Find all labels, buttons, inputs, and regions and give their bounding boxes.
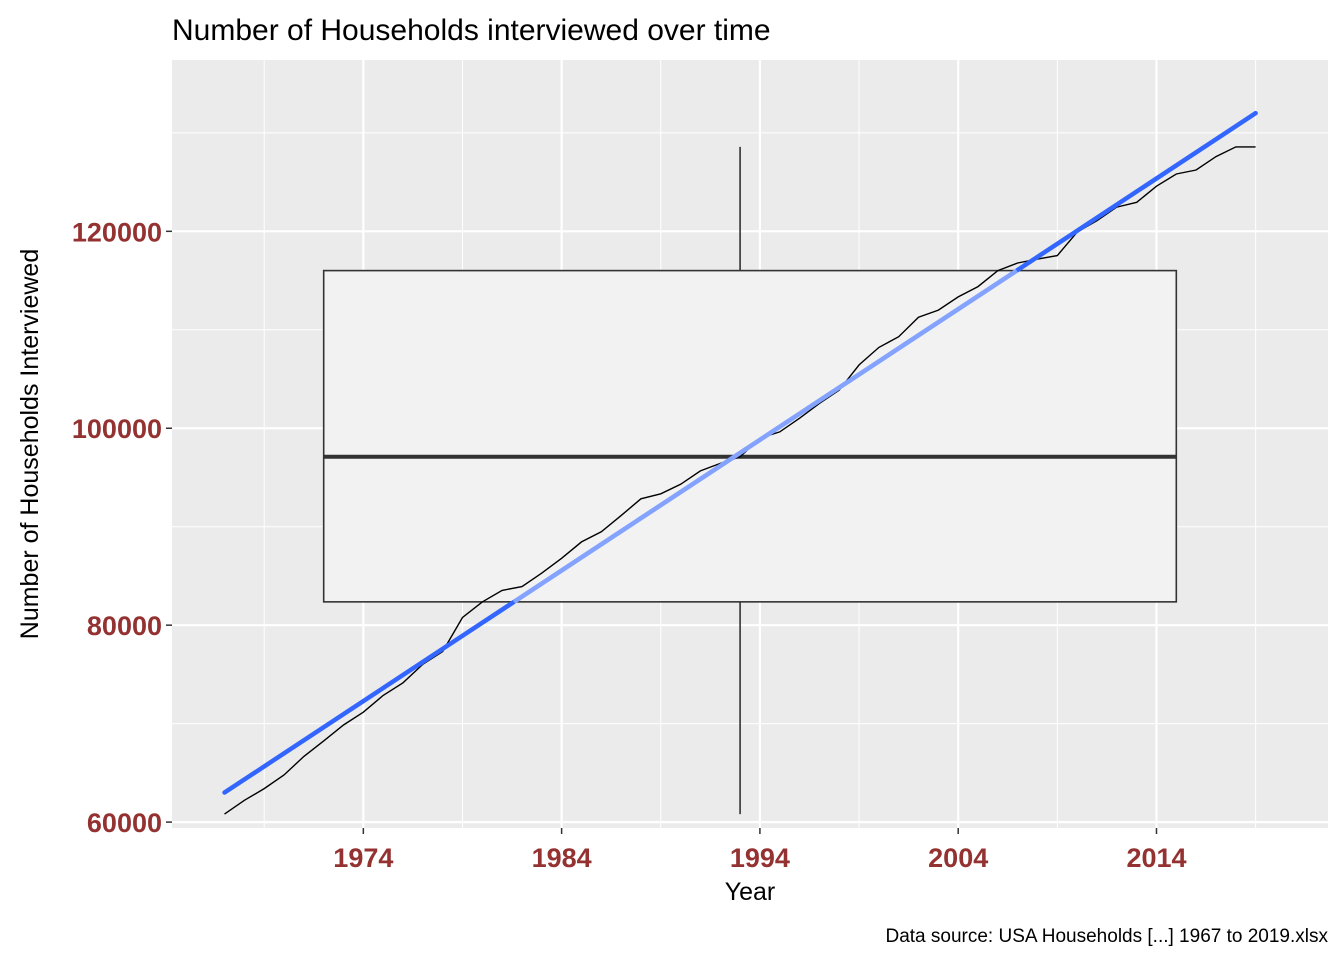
x-tick-label: 1984 <box>532 843 592 873</box>
trend-line <box>222 110 1258 795</box>
y-tick-label: 60000 <box>87 808 162 838</box>
x-axis: 1974 1984 1994 2004 2014 <box>333 828 1187 873</box>
x-tick-label: 2004 <box>928 843 988 873</box>
x-axis-title: Year <box>725 878 776 906</box>
trend-line-box-overlap <box>512 268 1018 604</box>
boxplot <box>322 146 1178 815</box>
boxplot-box <box>322 269 1178 603</box>
y-axis-title: Number of Households Interviewed <box>16 249 44 639</box>
x-tick-label: 1994 <box>730 843 790 873</box>
chart-title: Number of Households interviewed over ti… <box>172 14 771 47</box>
y-tick-label: 80000 <box>87 611 162 641</box>
chart-caption: Data source: USA Households [...] 1967 t… <box>885 926 1328 947</box>
y-axis: 60000 80000 100000 120000 <box>72 217 172 838</box>
x-tick-label: 1974 <box>333 843 393 873</box>
y-tick-label: 120000 <box>72 217 162 247</box>
x-tick-label: 2014 <box>1126 843 1186 873</box>
y-tick-label: 100000 <box>72 414 162 444</box>
data-series <box>222 110 1258 815</box>
